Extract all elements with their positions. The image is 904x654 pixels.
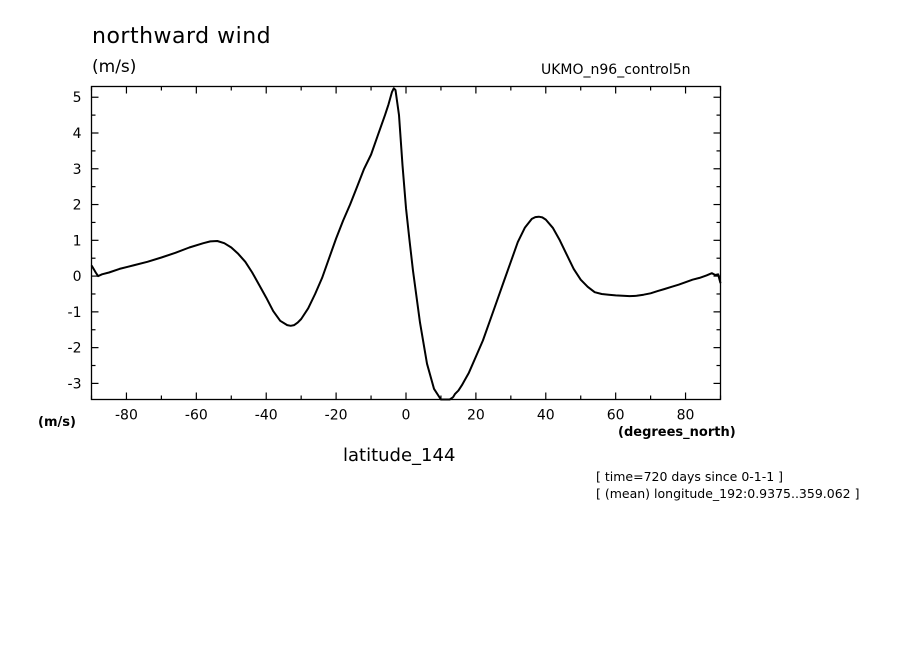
time-annotation: [ time=720 days since 0-1-1 ] — [596, 469, 784, 484]
x-tick-label: 60 — [607, 408, 625, 424]
x-tick-label: 20 — [467, 408, 485, 424]
y-axis-units: (m/s) — [92, 57, 137, 77]
x-tick-label: -40 — [255, 408, 278, 424]
chart-title: northward wind — [92, 24, 272, 49]
y-tick-label: -2 — [68, 341, 82, 357]
y-tick-label: 0 — [73, 269, 82, 285]
x-tick-label: -20 — [325, 408, 348, 424]
y-tick-label: -1 — [68, 305, 82, 321]
y-tick-label: 4 — [73, 126, 82, 142]
y-tick-label: 5 — [73, 90, 82, 106]
y-tick-label: 2 — [73, 198, 82, 214]
x-tick-label: 80 — [677, 408, 695, 424]
y-tick-label: 3 — [73, 162, 82, 178]
longitude-annotation: [ (mean) longitude_192:0.9375..359.062 ] — [596, 486, 860, 501]
x-tick-label: -80 — [115, 408, 138, 424]
x-tick-label: 0 — [402, 408, 411, 424]
x-tick-label: 40 — [537, 408, 555, 424]
x-axis-label: latitude_144 — [343, 445, 456, 466]
y-axis-units-lower: (m/s) — [38, 415, 76, 430]
series-line — [90, 87, 722, 401]
y-tick-label: 1 — [73, 233, 82, 249]
x-axis-units: (degrees_north) — [618, 425, 736, 440]
x-tick-label: -60 — [185, 408, 208, 424]
axis-ticks — [90, 86, 722, 400]
source-label: UKMO_n96_control5n — [541, 62, 691, 78]
y-tick-label: -3 — [68, 376, 82, 392]
tick-labels: -80 -60 -40 -20 0 20 40 60 80 -3 -2 -1 0 1 2 3 4 5 — [68, 90, 695, 423]
plot-frame — [90, 85, 722, 401]
